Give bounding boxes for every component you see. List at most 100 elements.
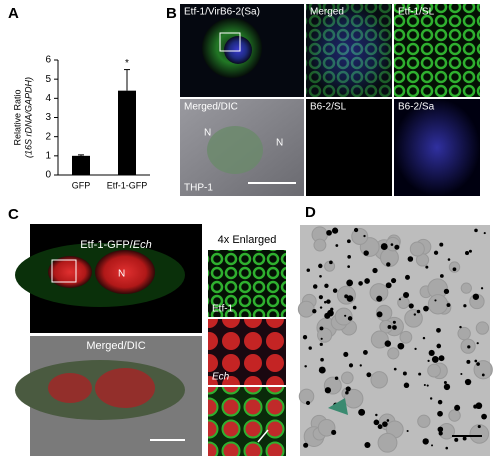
gold-particle bbox=[347, 316, 353, 321]
cell-inclusion bbox=[457, 326, 471, 341]
gold-particle bbox=[467, 345, 471, 349]
cell-line: THP-1 bbox=[184, 183, 213, 194]
gold-particle bbox=[306, 268, 311, 272]
gold-particle bbox=[474, 228, 478, 233]
gold-particle bbox=[303, 442, 309, 448]
gold-particle bbox=[318, 263, 323, 269]
gold-particle bbox=[418, 372, 422, 376]
gold-particle bbox=[390, 243, 394, 246]
y-tick-label: 4 bbox=[45, 93, 51, 104]
image-label: B6-2/SL bbox=[310, 102, 347, 113]
gold-particle bbox=[312, 309, 317, 314]
gold-particle bbox=[438, 355, 445, 362]
image bbox=[394, 4, 480, 97]
inclusion bbox=[48, 256, 92, 288]
y-tick-label: 3 bbox=[45, 112, 51, 123]
gold-particle bbox=[347, 255, 351, 259]
gold-particle bbox=[346, 295, 354, 302]
nucleus bbox=[95, 368, 155, 408]
image-label: B6-2/Sa bbox=[398, 102, 435, 113]
gold-particle bbox=[376, 311, 383, 318]
cell-inclusion bbox=[297, 300, 315, 318]
gold-particle bbox=[454, 404, 461, 411]
gold-particle bbox=[318, 295, 323, 300]
gold-particle bbox=[326, 299, 331, 304]
cell-inclusion bbox=[427, 294, 449, 315]
gold-particle bbox=[324, 387, 332, 394]
nucleus bbox=[224, 36, 252, 64]
gold-particle bbox=[392, 325, 397, 330]
gold-particle bbox=[319, 274, 322, 278]
y-tick-label: 5 bbox=[45, 74, 51, 85]
y-axis-label: Relative Ratio bbox=[12, 89, 22, 145]
column-title: 4x Enlarged bbox=[218, 234, 277, 246]
gold-particle bbox=[476, 362, 480, 366]
gold-particle bbox=[474, 359, 478, 363]
gold-particle bbox=[459, 325, 462, 329]
gold-particle bbox=[319, 342, 323, 346]
cell-inclusion bbox=[404, 309, 423, 328]
gold-particle bbox=[443, 383, 451, 391]
gold-particle bbox=[392, 320, 396, 324]
y-tick-label: 2 bbox=[45, 131, 51, 142]
gold-particle bbox=[431, 444, 434, 447]
panel-letter: D bbox=[305, 204, 316, 221]
gold-particle bbox=[454, 437, 459, 442]
gold-particle bbox=[326, 229, 332, 236]
gold-particle bbox=[437, 426, 444, 433]
gold-particle bbox=[398, 298, 402, 301]
gold-particle bbox=[391, 278, 397, 284]
gold-particle bbox=[385, 282, 392, 289]
nucleus-mark: N bbox=[204, 128, 211, 139]
gold-particle bbox=[443, 288, 450, 295]
gold-particle bbox=[304, 365, 307, 368]
gold-particle bbox=[376, 295, 383, 302]
gold-particle bbox=[362, 349, 368, 355]
gold-particle bbox=[433, 250, 439, 255]
inset-box bbox=[219, 32, 241, 52]
gold-particle bbox=[480, 287, 484, 290]
cell-inclusion bbox=[409, 241, 425, 257]
gold-particle bbox=[305, 400, 311, 406]
gold-particle bbox=[483, 232, 486, 235]
gold-particle bbox=[437, 410, 443, 417]
inclusion bbox=[48, 373, 92, 403]
gold-particle bbox=[436, 343, 442, 349]
gold-particle bbox=[308, 346, 312, 350]
gold-particle bbox=[331, 429, 337, 436]
panel-c: Etf-1-GFP/Ech N Merged/DIC 4x Enlarged E… bbox=[15, 224, 286, 456]
gold-particle bbox=[343, 351, 349, 357]
gold-particle bbox=[393, 367, 397, 371]
gold-particle bbox=[319, 326, 324, 331]
gold-particle bbox=[386, 419, 390, 422]
cell-inclusion bbox=[377, 432, 398, 453]
nucleus bbox=[95, 250, 155, 294]
panel-letter: C bbox=[8, 206, 19, 223]
image bbox=[394, 99, 480, 196]
panel-letter: A bbox=[8, 5, 19, 22]
image-label: Etf-1/VirB6-2(Sa) bbox=[184, 7, 260, 18]
gold-particle bbox=[348, 363, 354, 368]
gold-particle bbox=[366, 372, 372, 378]
gold-particle bbox=[363, 250, 369, 256]
image bbox=[306, 99, 392, 196]
panel-b: Etf-1/VirB6-2(Sa) Merged Etf-1/SL Merged… bbox=[180, 4, 480, 196]
gold-particle bbox=[403, 382, 410, 389]
cell-inclusion bbox=[334, 307, 353, 326]
gold-particle bbox=[331, 227, 339, 234]
gold-particle bbox=[345, 386, 351, 392]
gold-particle bbox=[423, 305, 429, 312]
x-tick-label: Etf-1-GFP bbox=[107, 180, 148, 190]
image-title: Merged/DIC bbox=[86, 340, 145, 352]
gold-particle bbox=[406, 429, 409, 433]
gold-particle bbox=[434, 299, 437, 302]
x-tick-label: GFP bbox=[72, 180, 91, 190]
gold-particle bbox=[475, 402, 483, 410]
y-tick-label: 6 bbox=[45, 55, 51, 66]
gold-particle bbox=[312, 284, 318, 289]
gold-particle bbox=[445, 446, 449, 450]
gold-particle bbox=[414, 347, 417, 351]
gold-particle bbox=[358, 281, 363, 286]
gold-particle bbox=[460, 372, 463, 375]
